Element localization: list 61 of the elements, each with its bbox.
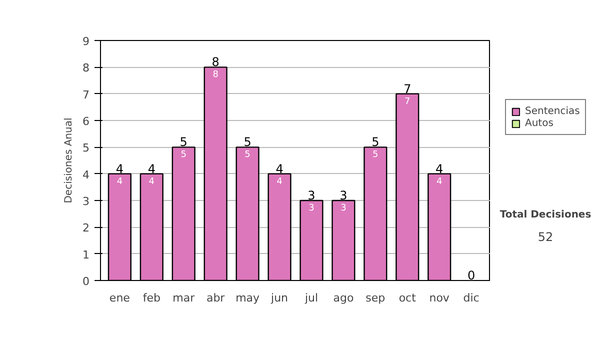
x-tick-label: ago xyxy=(333,292,354,304)
total-label: 0 xyxy=(468,268,476,282)
y-tick-label: 7 xyxy=(82,88,90,102)
data-label: 7 xyxy=(404,96,410,107)
x-tick-label: sep xyxy=(366,292,386,304)
bar xyxy=(108,173,132,280)
text: 52 xyxy=(538,230,554,244)
bar xyxy=(268,173,292,280)
y-tick-label: 8 xyxy=(82,62,90,75)
total-label: 5 xyxy=(180,135,188,150)
total-label: 4 xyxy=(276,162,284,176)
bar xyxy=(364,146,388,280)
y-tick-label: 5 xyxy=(82,142,90,155)
data-label: 4 xyxy=(116,176,123,187)
total-label: 8 xyxy=(212,55,220,70)
total-label: 5 xyxy=(372,135,380,150)
legend-label: Sentencias xyxy=(525,105,580,117)
bar xyxy=(300,200,324,280)
x-tick-label: jul xyxy=(304,292,318,304)
x-tick-label: abr xyxy=(206,292,226,304)
x-tick-label: ene xyxy=(109,292,130,304)
bar xyxy=(204,66,228,280)
x-tick-label: may xyxy=(236,292,260,304)
total-label: 5 xyxy=(244,135,252,150)
y-tick-label: 6 xyxy=(82,115,90,128)
bar xyxy=(428,173,452,280)
bar xyxy=(332,200,356,280)
data-label: 3 xyxy=(308,204,314,214)
x-tick-label: nov xyxy=(429,292,450,304)
x-tick-label: feb xyxy=(142,292,160,304)
data-label: 4 xyxy=(276,176,283,187)
x-tick-label: mar xyxy=(172,292,196,304)
total-label: 4 xyxy=(436,162,444,176)
bar xyxy=(236,146,260,280)
data-label: 8 xyxy=(212,70,219,80)
total-label: 4 xyxy=(116,162,124,176)
bar xyxy=(140,173,164,280)
data-label: 4 xyxy=(436,176,442,187)
y-tick-label: 4 xyxy=(82,168,90,182)
total-label: 4 xyxy=(148,162,156,176)
x-tick-label: dic xyxy=(463,292,480,304)
bar xyxy=(396,93,420,280)
data-label: 5 xyxy=(180,150,186,160)
data-label: 5 xyxy=(372,150,378,160)
y-tick-label: 0 xyxy=(82,275,90,288)
total-label: 3 xyxy=(340,188,348,202)
x-tick-label: oct xyxy=(398,292,417,304)
y-axis-title: Decisiones Anual xyxy=(64,118,74,204)
data-label: 5 xyxy=(244,150,250,160)
x-tick-label: jun xyxy=(270,292,288,304)
data-label: 3 xyxy=(340,204,346,214)
data-label: 4 xyxy=(148,176,155,187)
total-label: 7 xyxy=(404,82,412,96)
bar xyxy=(172,146,196,280)
legend-label: Autos xyxy=(525,117,554,129)
y-tick-label: 1 xyxy=(82,248,90,262)
y-tick-label: 3 xyxy=(82,195,90,208)
text: Total Decisiones xyxy=(500,210,592,221)
total-label: 3 xyxy=(308,188,316,202)
y-tick-label: 2 xyxy=(82,222,90,235)
y-tick-label: 9 xyxy=(82,35,90,48)
